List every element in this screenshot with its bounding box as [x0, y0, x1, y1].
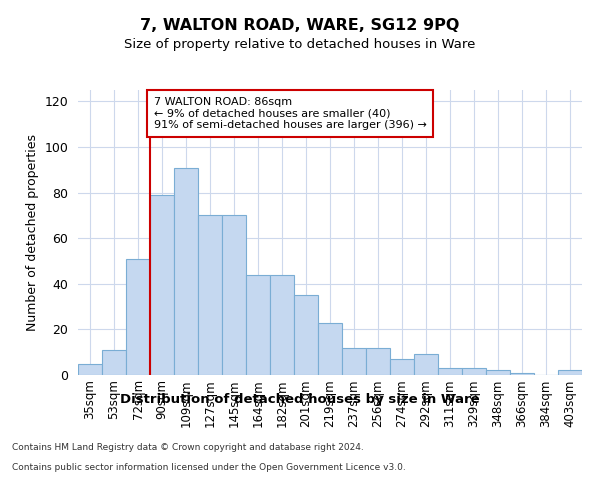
- Bar: [246, 274, 270, 375]
- Bar: [150, 195, 174, 375]
- Text: 7, WALTON ROAD, WARE, SG12 9PQ: 7, WALTON ROAD, WARE, SG12 9PQ: [140, 18, 460, 32]
- Text: 7 WALTON ROAD: 86sqm
← 9% of detached houses are smaller (40)
91% of semi-detach: 7 WALTON ROAD: 86sqm ← 9% of detached ho…: [154, 97, 427, 130]
- Bar: [342, 348, 366, 375]
- Bar: [222, 216, 246, 375]
- Text: Distribution of detached houses by size in Ware: Distribution of detached houses by size …: [120, 392, 480, 406]
- Bar: [198, 216, 222, 375]
- Bar: [486, 370, 510, 375]
- Text: Contains public sector information licensed under the Open Government Licence v3: Contains public sector information licen…: [12, 462, 406, 471]
- Bar: [102, 350, 126, 375]
- Bar: [318, 322, 342, 375]
- Bar: [366, 348, 390, 375]
- Bar: [510, 372, 534, 375]
- Bar: [270, 274, 294, 375]
- Text: Contains HM Land Registry data © Crown copyright and database right 2024.: Contains HM Land Registry data © Crown c…: [12, 442, 364, 452]
- Bar: [174, 168, 198, 375]
- Y-axis label: Number of detached properties: Number of detached properties: [26, 134, 39, 331]
- Bar: [390, 359, 414, 375]
- Text: Size of property relative to detached houses in Ware: Size of property relative to detached ho…: [124, 38, 476, 51]
- Bar: [558, 370, 582, 375]
- Bar: [438, 368, 462, 375]
- Bar: [462, 368, 486, 375]
- Bar: [294, 295, 318, 375]
- Bar: [126, 258, 150, 375]
- Bar: [78, 364, 102, 375]
- Bar: [414, 354, 438, 375]
